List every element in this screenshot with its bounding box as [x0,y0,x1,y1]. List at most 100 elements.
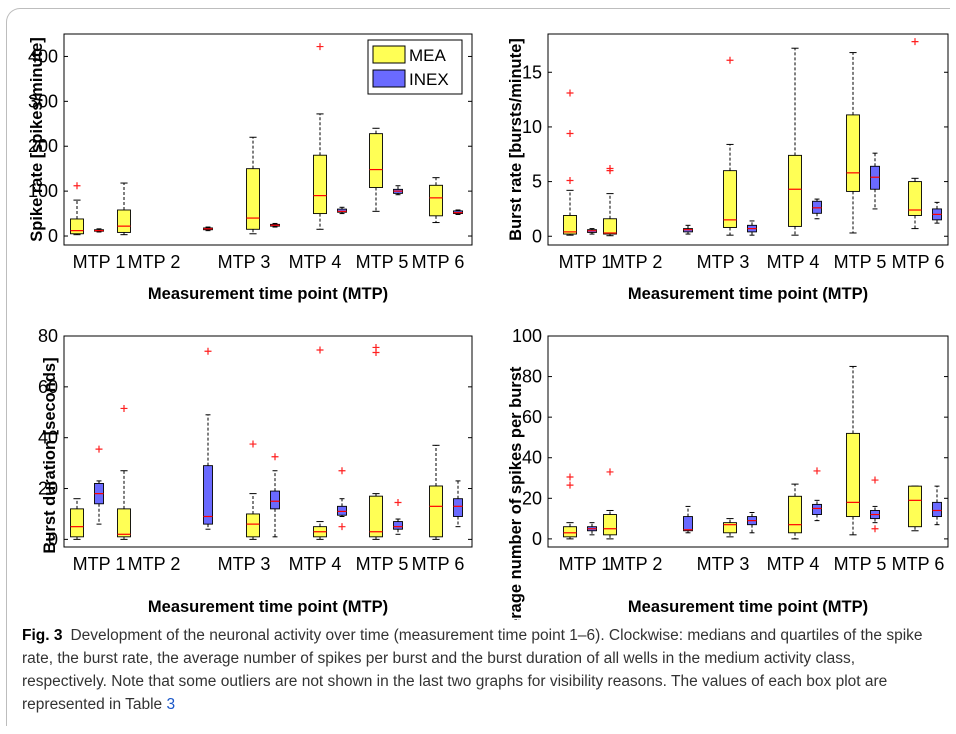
x-tick-label: MTP 4 [767,252,820,272]
y-tick-label: 0 [48,226,58,246]
mea-1-box [563,526,577,538]
inex-5-outlier [338,523,346,531]
mea-1-box [70,218,84,235]
y-tick-label: 20 [522,488,542,508]
caption-label: Fig. 3 [22,627,63,644]
mea-6-outlier [372,343,380,351]
y-axis-title: Spike rate [spikes/minute] [28,37,46,242]
x-axis-title: Measurement time point (MTP) [628,598,868,616]
x-tick-label: MTP 2 [128,252,181,272]
y-tick-label: 80 [38,326,58,346]
mea-5-outlier [316,346,324,354]
y-tick-label: 40 [522,448,542,468]
inex-6-box [393,521,403,530]
x-tick-label: MTP 5 [834,554,887,574]
mea-1-outlier [566,473,574,481]
inex-6-outlier [871,476,879,484]
inex-3-box [203,465,213,525]
mea-6-box [369,495,383,538]
mea-2-outlier [606,468,614,476]
y-tick-label: 0 [532,529,542,549]
inex-5-outlier [813,467,821,475]
legend: MEA INEX [367,39,463,95]
x-tick-label: MTP 1 [559,252,612,272]
mea-1-outlier [566,481,574,489]
x-tick-label: MTP 6 [892,252,945,272]
x-tick-label: MTP 1 [73,252,126,272]
y-tick-label: 60 [38,377,58,397]
y-tick-label: 40 [38,428,58,448]
inex-5-box [337,505,347,516]
chart-panel-3: 0 20 40 60 80 MTP 1 MTP 2 MTP 3 MTP 4 MTP 5 MTP 6 M… [38,326,473,616]
caption-text: Development of the neuronal activity ove… [22,627,923,713]
y-tick-label: 300 [28,91,58,111]
x-tick-label: MTP 5 [356,554,409,574]
x-tick-label: MTP 6 [892,554,945,574]
legend-label-mea: MEA [409,46,447,65]
x-tick-label: MTP 4 [289,252,342,272]
x-tick-label: MTP 3 [697,554,750,574]
mea-7-box [908,181,922,216]
mea-7-outlier [911,38,919,46]
mea-4-outlier [726,56,734,64]
mea-2-box [603,218,617,235]
mea-2-outlier [120,404,128,412]
y-tick-label: 60 [522,407,542,427]
inex-5-box [337,208,347,213]
x-axis-title: Measurement time point (MTP) [628,285,868,303]
x-tick-label: MTP 3 [697,252,750,272]
inex-3-box [683,516,693,532]
x-tick-label: MTP 6 [412,252,465,272]
x-tick-label: MTP 1 [73,554,126,574]
mea-1-outlier [566,176,574,184]
mea-6-box [846,432,860,518]
inex-4-outlier [271,453,279,461]
table-reference-link[interactable]: 3 [166,696,176,713]
y-tick-label: 80 [522,367,542,387]
x-tick-label: MTP 2 [128,554,181,574]
x-tick-label: MTP 4 [767,554,820,574]
mea-4-outlier [249,440,257,448]
mea-1-box [563,215,577,235]
mea-4-box [246,168,260,230]
mea-7-box [429,184,443,217]
mea-5-box [788,495,802,534]
y-axis-title: Burst duration [seconds] [41,357,59,553]
inex-7-box [932,501,942,518]
x-tick-label: MTP 1 [559,554,612,574]
inex-3-outlier [204,347,212,355]
y-tick-label: 100 [28,181,58,201]
mea-1-outlier [566,89,574,97]
mea-2-box [603,514,617,536]
mea-2-outlier [606,164,614,172]
figure-frame [6,8,950,726]
mea-4-box [246,513,260,538]
y-tick-label: 0 [532,226,542,246]
chart-panel-1: 0 100 200 300 400 MTP 1 MTP 2 MTP 3 MTP 4 MTP 5 MT… [28,33,473,303]
y-tick-label: 10 [522,117,542,137]
x-tick-label: MTP 5 [356,252,409,272]
mea-4-box [723,170,737,228]
legend-swatch-mea [372,45,406,64]
inex-5-outlier [338,467,346,475]
inex-1-outlier [95,445,103,453]
y-tick-label: 200 [28,136,58,156]
legend-swatch-inex [372,69,406,88]
y-tick-label: 5 [532,172,542,192]
x-tick-label: MTP 4 [289,554,342,574]
inex-6-outlier [871,525,879,533]
mea-7-box [908,485,922,528]
mea-5-box [788,154,802,227]
inex-5-box [812,503,822,515]
y-tick-label: 15 [522,62,542,82]
y-axis-title: Average number of spikes per burst [507,366,525,620]
plot-area [63,335,473,548]
inex-4-box [270,490,280,510]
y-tick-label: 20 [38,479,58,499]
x-axis-title: Measurement time point (MTP) [148,598,388,616]
y-tick-label: 0 [48,529,58,549]
plot-area [547,335,949,548]
